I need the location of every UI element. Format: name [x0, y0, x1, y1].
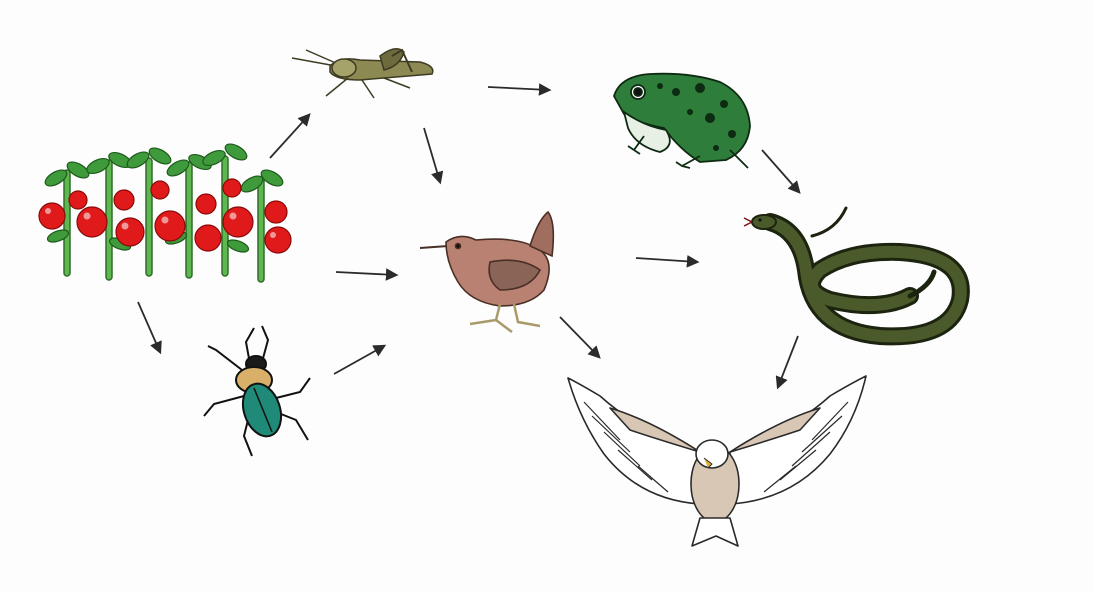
- arrow-bird-to-snake: [635, 255, 700, 268]
- arrow-bird-to-eagle: [559, 316, 601, 359]
- arrow-snake-to-eagle: [775, 335, 799, 390]
- frog-icon: [613, 72, 751, 169]
- arrow-plants-to-grasshopper: [269, 113, 311, 159]
- arrow-frog-to-snake: [761, 149, 801, 194]
- snake-icon: [743, 206, 970, 346]
- arrow-grasshopper-to-bird: [423, 127, 444, 185]
- arrow-beetle-to-bird: [333, 344, 387, 375]
- wren-icon: [419, 210, 555, 333]
- food-web-arrows: [137, 83, 801, 390]
- arrow-plants-to-beetle: [137, 301, 162, 355]
- eagle-icon: [567, 375, 867, 547]
- arrow-plants-to-bird: [335, 268, 399, 281]
- tomato-plants-icon: [38, 143, 292, 283]
- beetle-icon: [203, 325, 311, 457]
- grasshopper-icon: [291, 48, 434, 99]
- arrow-grasshopper-to-frog: [487, 83, 552, 96]
